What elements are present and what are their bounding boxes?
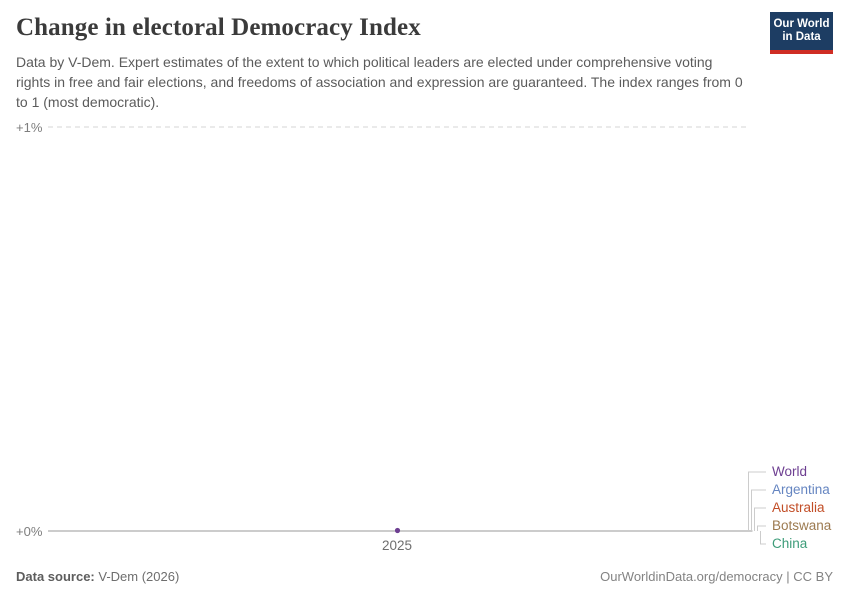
owid-logo-line1: Our World <box>773 17 830 30</box>
connector-china <box>760 531 766 545</box>
connector-botswana <box>757 525 766 531</box>
y-axis-tick-bottom: +0% <box>16 524 43 539</box>
y-axis-tick-top: +1% <box>16 120 43 135</box>
owid-logo[interactable]: Our World in Data <box>770 12 833 54</box>
credit-link[interactable]: OurWorldinData.org/democracy | CC BY <box>600 569 833 584</box>
chart-subtitle: Data by V-Dem. Expert estimates of the e… <box>16 54 743 110</box>
series-label-china[interactable]: China <box>772 536 808 551</box>
label-connector-lines <box>748 471 766 545</box>
data-source-note: Data source: V-Dem (2026) <box>16 569 179 584</box>
chart-title: Change in electoral Democracy Index <box>16 14 421 41</box>
connector-australia <box>754 507 766 531</box>
series-label-world[interactable]: World <box>772 464 808 479</box>
data-source-value: V-Dem (2026) <box>98 569 180 584</box>
x-axis-tick-2025: 2025 <box>381 538 413 553</box>
connector-argentina <box>751 489 766 531</box>
series-label-argentina[interactable]: Argentina <box>772 482 830 497</box>
series-label-australia[interactable]: Australia <box>772 500 825 515</box>
series-label-botswana[interactable]: Botswana <box>772 518 832 533</box>
owid-logo-line2: in Data <box>782 31 821 43</box>
data-source-label: Data source: <box>16 569 95 584</box>
data-point-marker[interactable] <box>394 527 401 534</box>
connector-world <box>748 471 766 531</box>
